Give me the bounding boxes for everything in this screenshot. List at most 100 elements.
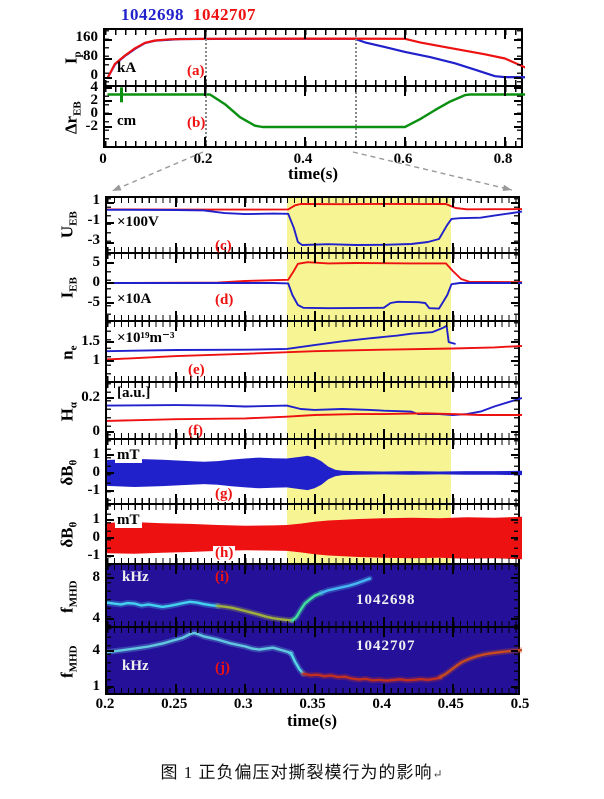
x-major-tick bbox=[382, 311, 385, 320]
x-major-tick bbox=[451, 243, 454, 252]
xtick-label: 0.2 bbox=[95, 696, 115, 712]
shot-number-1042698: 1042698 bbox=[121, 5, 184, 24]
panel-j: kHz (j) 1042707 bbox=[105, 628, 522, 695]
panel-f-plot bbox=[107, 397, 522, 422]
xtick-label: 0.35 bbox=[299, 696, 326, 712]
x-major-tick bbox=[451, 383, 454, 392]
y-major-tick bbox=[107, 341, 114, 344]
panel-e-series-1042707 bbox=[107, 344, 522, 361]
x-major-tick bbox=[382, 554, 385, 563]
ytick-label: 4 bbox=[92, 642, 101, 658]
connector-arrowhead-icon bbox=[502, 184, 512, 192]
x-major-tick bbox=[404, 87, 406, 96]
y-major-tick bbox=[514, 126, 521, 128]
ytick-label: 5 bbox=[92, 254, 101, 270]
x-minor-ticks bbox=[107, 440, 518, 445]
y-major-tick bbox=[105, 113, 112, 115]
x-major-tick bbox=[504, 30, 506, 39]
x-major-tick bbox=[175, 372, 178, 381]
x-major-tick bbox=[175, 617, 178, 626]
guide-line bbox=[205, 87, 207, 146]
xtick-label: 0.4 bbox=[293, 151, 313, 167]
ytick-label: 1 bbox=[92, 352, 101, 368]
y-minor-ticks bbox=[107, 565, 111, 626]
unit-label: kA bbox=[117, 60, 137, 76]
x-major-tick bbox=[204, 76, 206, 85]
unit-label: ×10¹⁹m⁻³ bbox=[117, 330, 175, 346]
x-major-tick bbox=[451, 505, 454, 514]
unit-label: [a.u.] bbox=[117, 385, 151, 401]
x-major-tick bbox=[244, 628, 247, 637]
x-minor-ticks bbox=[107, 376, 518, 381]
ytick-label: 8 bbox=[92, 569, 101, 585]
y-major-tick bbox=[107, 472, 114, 474]
panel-i-plot bbox=[107, 575, 373, 624]
panel-c: ×100V (c) bbox=[105, 196, 522, 254]
y-major-tick bbox=[514, 113, 521, 115]
x-minor-ticks bbox=[107, 565, 518, 570]
y-major-tick bbox=[105, 58, 112, 60]
x-major-tick bbox=[504, 137, 506, 146]
x-major-tick bbox=[175, 254, 178, 263]
x-minor-ticks bbox=[107, 628, 518, 633]
y-major-tick bbox=[511, 650, 518, 652]
x-major-tick bbox=[382, 322, 385, 331]
y-major-tick bbox=[514, 39, 521, 41]
ytick-label: 1 bbox=[92, 511, 101, 527]
x-minor-ticks bbox=[105, 30, 521, 35]
x-major-tick bbox=[313, 554, 316, 563]
shot-number-1042707: 1042707 bbox=[193, 5, 256, 24]
panel-b-plot bbox=[107, 87, 525, 129]
x-major-tick bbox=[313, 254, 316, 263]
x-major-tick bbox=[313, 198, 316, 207]
y-minor-ticks bbox=[514, 383, 518, 438]
y-major-tick bbox=[511, 302, 518, 304]
ytick-label: 0 bbox=[90, 67, 99, 84]
ytick-label: 1 bbox=[92, 678, 101, 694]
x-major-tick bbox=[382, 243, 385, 252]
xtick-label: 0.4 bbox=[372, 696, 392, 712]
xtick-label: 0 bbox=[99, 151, 107, 167]
x-minor-ticks bbox=[107, 505, 518, 510]
x-major-tick bbox=[313, 429, 316, 438]
ytick-label: 80 bbox=[83, 48, 98, 64]
x-major-tick bbox=[175, 429, 178, 438]
x-major-tick bbox=[175, 383, 178, 392]
x-major-tick bbox=[175, 243, 178, 252]
ytick-label: 0 bbox=[90, 105, 99, 121]
run-label: 1042698 bbox=[356, 592, 416, 608]
x-major-tick bbox=[304, 87, 306, 96]
yaxis-title-b: ΔrEB bbox=[61, 101, 84, 135]
x-minor-ticks bbox=[107, 315, 518, 320]
top-xaxis-title: time(s) bbox=[287, 164, 339, 183]
panel-i-spectrogram-trace-3 bbox=[320, 577, 371, 595]
x-major-tick bbox=[451, 628, 454, 637]
y-major-tick bbox=[107, 221, 114, 224]
ytick-label: 1 bbox=[92, 191, 101, 208]
yaxis-title-j: fMHD bbox=[57, 645, 80, 678]
paragraph-mark: ↵ bbox=[432, 767, 444, 781]
x-major-tick bbox=[313, 322, 316, 331]
y-major-tick bbox=[107, 262, 114, 264]
y-major-tick bbox=[514, 87, 521, 89]
x-major-tick bbox=[175, 684, 178, 693]
x-major-tick bbox=[451, 565, 454, 574]
x-major-tick bbox=[313, 684, 316, 693]
panel-i-spectrogram-trace-0 bbox=[107, 600, 219, 609]
xtick-label: 0.5 bbox=[510, 696, 530, 712]
x-minor-ticks bbox=[107, 558, 518, 563]
x-minor-ticks bbox=[105, 141, 521, 146]
y-major-tick bbox=[105, 100, 112, 102]
ytick-label: 1 bbox=[92, 445, 101, 462]
ytick-label: 4 bbox=[92, 610, 101, 626]
x-major-tick bbox=[244, 383, 247, 392]
y-minor-ticks bbox=[514, 505, 518, 563]
panel-f: [a.u.] (f) bbox=[105, 383, 522, 440]
y-minor-ticks bbox=[514, 628, 518, 693]
x-minor-ticks bbox=[105, 87, 521, 92]
ytick-label: -3 bbox=[87, 232, 101, 248]
y-minor-ticks bbox=[107, 322, 111, 381]
y-major-tick bbox=[105, 77, 112, 80]
y-major-tick bbox=[514, 77, 521, 80]
